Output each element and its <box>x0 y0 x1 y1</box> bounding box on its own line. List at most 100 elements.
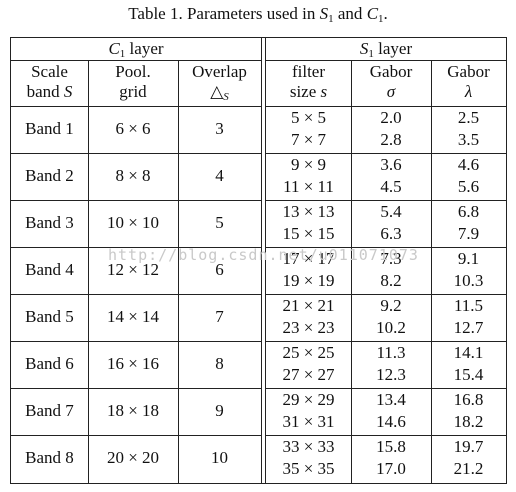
gabor-sigma-value: 8.2 <box>380 271 402 290</box>
pool-grid-value: 6 × 6 <box>115 119 151 138</box>
gabor-sigma-value: 13.4 <box>376 390 406 409</box>
overlap-value: 5 <box>215 213 224 232</box>
gabor-lambda-value: 14.1 <box>453 343 484 362</box>
gabor-sigma-value: 14.6 <box>376 412 406 431</box>
band-label: Band 8 <box>25 448 74 467</box>
filter-size-value: 23 × 23 <box>282 318 335 337</box>
rule <box>431 60 432 483</box>
rule <box>266 60 506 61</box>
gabor-lambda-value: 12.7 <box>453 318 484 337</box>
filter-size-value: 25 × 25 <box>282 343 335 362</box>
pool-grid-value: 12 × 12 <box>106 260 160 279</box>
gabor-lambda-value: 10.3 <box>453 271 484 290</box>
filter-size-value: 29 × 29 <box>282 390 335 409</box>
overlap-value: 9 <box>215 401 224 420</box>
filter-size-value: 15 × 15 <box>282 224 335 243</box>
band-label: Band 4 <box>25 260 74 279</box>
rule <box>266 435 506 436</box>
gabor-sigma-value: 15.8 <box>376 437 406 456</box>
gabor-lambda-value: 9.1 <box>457 249 480 268</box>
band-label: Band 6 <box>25 354 74 373</box>
gabor-sigma-value: 2.8 <box>380 130 402 149</box>
rule <box>266 388 506 389</box>
s1-layer-header: S1 layer <box>359 39 413 60</box>
pool-grid-value: 18 × 18 <box>106 401 160 420</box>
rule <box>11 200 261 201</box>
gabor-lambda-value: 3.5 <box>457 130 480 149</box>
overlap-value: 4 <box>215 166 224 185</box>
filter-size-value: 35 × 35 <box>282 459 335 478</box>
rule <box>266 341 506 342</box>
rule <box>266 200 506 201</box>
header-scale-band: Scale band S <box>26 62 73 101</box>
rule <box>11 106 261 107</box>
rule <box>266 247 506 248</box>
filter-size-value: 13 × 13 <box>282 202 335 221</box>
gabor-lambda-value: 2.5 <box>457 108 480 127</box>
gabor-sigma-value: 7.3 <box>380 249 402 268</box>
filter-size-value: 31 × 31 <box>282 412 335 431</box>
band-label: Band 3 <box>25 213 74 232</box>
filter-size-value: 11 × 11 <box>283 177 334 196</box>
rule <box>178 60 179 483</box>
watermark: http://blog.csdn.net/u011071073 <box>108 246 419 264</box>
pool-grid-value: 8 × 8 <box>115 166 151 185</box>
rule <box>266 294 506 295</box>
filter-size-value: 7 × 7 <box>290 130 327 149</box>
filter-size-value: 17 × 17 <box>282 249 335 268</box>
gabor-sigma-value: 5.4 <box>380 202 402 221</box>
filter-size-value: 21 × 21 <box>282 296 335 315</box>
overlap-value: 6 <box>215 260 224 279</box>
rule <box>266 153 506 154</box>
gabor-lambda-value: 15.4 <box>453 365 484 384</box>
rule <box>11 60 261 61</box>
rule <box>11 247 261 248</box>
overlap-value: 7 <box>215 307 224 326</box>
table-caption: Table 1. Parameters used in S1 and C1. <box>128 4 388 25</box>
gabor-lambda-value: 18.2 <box>453 412 484 431</box>
gabor-sigma-value: 4.5 <box>380 177 402 196</box>
rule <box>11 153 261 154</box>
gabor-lambda-value: 11.5 <box>453 296 484 315</box>
pool-grid-value: 10 × 10 <box>106 213 160 232</box>
rule <box>351 60 352 483</box>
gabor-sigma-value: 6.3 <box>380 224 402 243</box>
overlap-value: 10 <box>211 448 228 467</box>
filter-size-value: 5 × 5 <box>290 108 327 127</box>
header-pool-grid: Pool. grid <box>115 62 151 101</box>
pool-grid-value: 20 × 20 <box>106 448 160 467</box>
header-overlap: Overlap △S <box>192 62 247 103</box>
band-label: Band 1 <box>25 119 74 138</box>
rule <box>11 435 261 436</box>
gabor-lambda-value: 6.8 <box>457 202 480 221</box>
band-label: Band 5 <box>25 307 74 326</box>
filter-size-value: 9 × 9 <box>290 155 327 174</box>
gabor-sigma-value: 11.3 <box>376 343 406 362</box>
header-gabor-lambda: Gabor λ <box>447 62 490 101</box>
header-gabor-sigma: Gabor σ <box>369 62 413 101</box>
c1-layer-header: C1 layer <box>108 39 164 60</box>
band-label: Band 2 <box>25 166 74 185</box>
overlap-value: 8 <box>215 354 224 373</box>
gabor-lambda-value: 21.2 <box>453 459 484 478</box>
rule <box>11 341 261 342</box>
pool-grid-value: 14 × 14 <box>106 307 160 326</box>
gabor-sigma-value: 2.0 <box>380 108 402 127</box>
pool-grid-value: 16 × 16 <box>106 354 160 373</box>
rule <box>88 60 89 483</box>
filter-size-value: 27 × 27 <box>282 365 335 384</box>
overlap-value: 3 <box>215 119 224 138</box>
gabor-sigma-value: 9.2 <box>380 296 402 315</box>
rule <box>11 294 261 295</box>
band-label: Band 7 <box>25 401 74 420</box>
gabor-lambda-value: 4.6 <box>457 155 480 174</box>
gabor-lambda-value: 16.8 <box>453 390 484 409</box>
gabor-lambda-value: 7.9 <box>457 224 480 243</box>
filter-size-value: 33 × 33 <box>282 437 335 456</box>
gabor-lambda-value: 19.7 <box>453 437 484 456</box>
gabor-sigma-value: 17.0 <box>376 459 406 478</box>
gabor-sigma-value: 10.2 <box>376 318 406 337</box>
rule <box>266 106 506 107</box>
rule <box>261 38 266 483</box>
gabor-lambda-value: 5.6 <box>457 177 480 196</box>
